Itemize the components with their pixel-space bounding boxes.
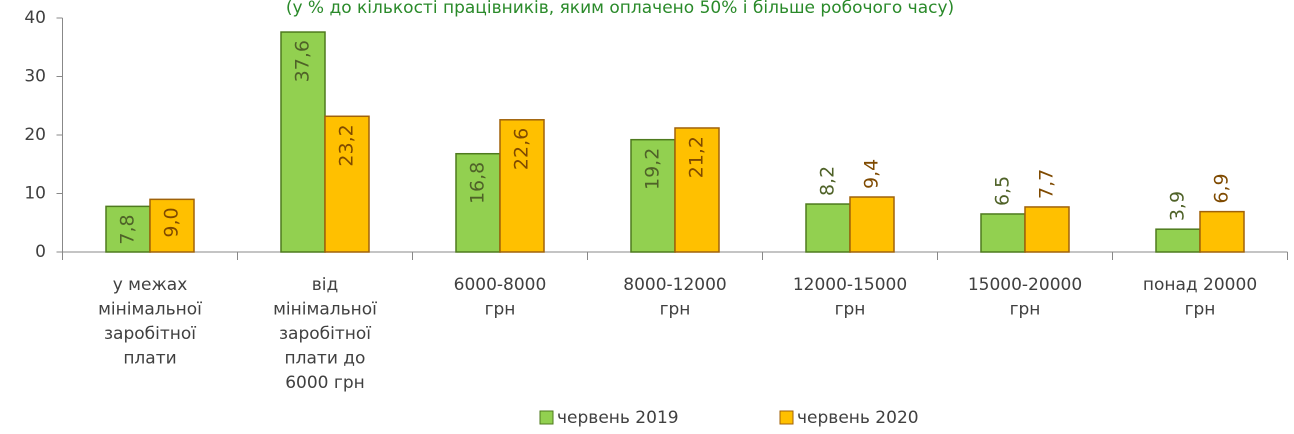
legend-swatch xyxy=(779,410,794,425)
bar xyxy=(980,213,1026,253)
x-tick-label: понад 20000 грн xyxy=(1143,275,1257,320)
chart-title: (у % до кількості працівників, яким опла… xyxy=(286,0,954,18)
bar xyxy=(849,196,895,253)
bar xyxy=(630,138,676,253)
value-label: 23,2 xyxy=(336,124,358,166)
y-tick-label: 0 xyxy=(35,242,46,262)
x-tick-label: 15000-20000 грн xyxy=(968,275,1082,320)
bar xyxy=(674,127,720,253)
bar xyxy=(105,205,151,253)
y-tick-label: 30 xyxy=(24,67,46,87)
value-label: 9,0 xyxy=(161,207,183,237)
value-label: 6,5 xyxy=(992,176,1014,206)
value-label: 6,9 xyxy=(1211,173,1233,203)
value-label: 37,6 xyxy=(292,40,314,82)
value-label: 22,6 xyxy=(511,128,533,170)
x-tick-label: 12000-15000 грн xyxy=(793,275,907,320)
y-tick-label: 20 xyxy=(24,125,46,145)
x-tick-label: 6000-8000 грн xyxy=(454,275,547,320)
value-label: 19,2 xyxy=(642,148,664,190)
bar xyxy=(324,115,370,253)
value-label: 3,9 xyxy=(1167,191,1189,221)
x-tick-label: від мінімальної заробітної плати до 6000 грн xyxy=(273,275,377,393)
bar xyxy=(1024,206,1070,253)
y-tick-label: 40 xyxy=(24,8,46,28)
bar xyxy=(805,203,851,253)
y-tick-label: 10 xyxy=(24,184,46,204)
value-label: 21,2 xyxy=(686,136,708,178)
value-label: 7,8 xyxy=(117,214,139,244)
bar xyxy=(1155,228,1201,253)
bar xyxy=(455,152,501,253)
bar xyxy=(499,119,545,253)
value-label: 8,2 xyxy=(817,166,839,196)
x-tick-label: у межах мінімальної заробітної плати xyxy=(98,275,202,369)
value-label: 9,4 xyxy=(861,159,883,189)
bar xyxy=(1199,210,1245,253)
legend-label: червень 2020 xyxy=(797,408,919,428)
bar xyxy=(149,198,195,253)
legend-swatch xyxy=(539,410,554,425)
value-label: 16,8 xyxy=(467,162,489,204)
legend-label: червень 2019 xyxy=(557,408,679,428)
value-label: 7,7 xyxy=(1036,169,1058,199)
bar xyxy=(280,31,326,253)
x-tick-label: 8000-12000 грн xyxy=(623,275,726,320)
